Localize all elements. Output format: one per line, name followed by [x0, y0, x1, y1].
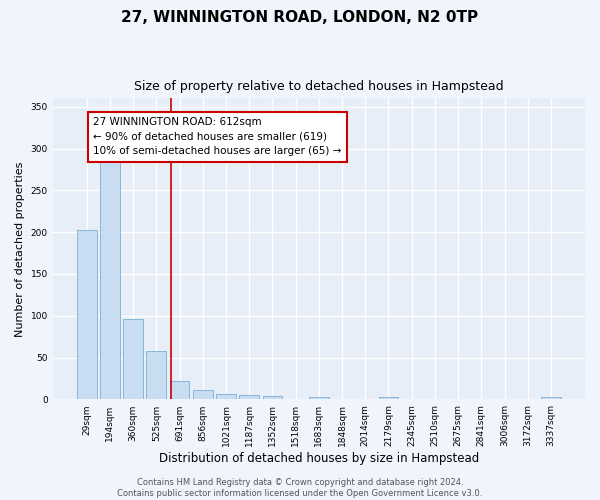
Bar	[309, 397, 329, 400]
Bar	[263, 396, 282, 400]
Title: Size of property relative to detached houses in Hampstead: Size of property relative to detached ho…	[134, 80, 503, 93]
Bar	[379, 397, 398, 400]
Text: 27 WINNINGTON ROAD: 612sqm
← 90% of detached houses are smaller (619)
10% of sem: 27 WINNINGTON ROAD: 612sqm ← 90% of deta…	[93, 116, 341, 156]
Bar	[216, 394, 236, 400]
Bar	[146, 351, 166, 400]
Text: 27, WINNINGTON ROAD, LONDON, N2 0TP: 27, WINNINGTON ROAD, LONDON, N2 0TP	[121, 10, 479, 25]
Bar	[193, 390, 212, 400]
Bar	[77, 230, 97, 400]
X-axis label: Distribution of detached houses by size in Hampstead: Distribution of detached houses by size …	[159, 452, 479, 465]
Y-axis label: Number of detached properties: Number of detached properties	[15, 161, 25, 336]
Bar	[239, 396, 259, 400]
Text: Contains HM Land Registry data © Crown copyright and database right 2024.
Contai: Contains HM Land Registry data © Crown c…	[118, 478, 482, 498]
Bar	[100, 157, 120, 400]
Bar	[170, 381, 190, 400]
Bar	[123, 319, 143, 400]
Bar	[541, 397, 561, 400]
